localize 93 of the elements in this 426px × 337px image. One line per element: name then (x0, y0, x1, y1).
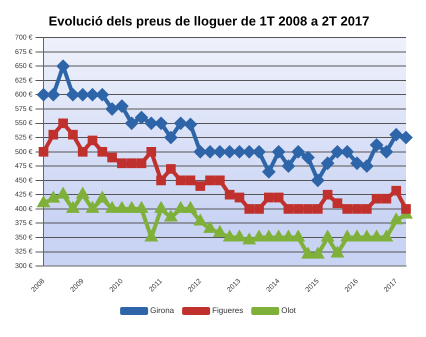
point (224, 146, 236, 158)
point (380, 146, 392, 158)
point (97, 146, 108, 157)
point (400, 132, 412, 144)
point (116, 100, 128, 112)
point (47, 88, 60, 101)
point (371, 231, 382, 242)
point (166, 164, 176, 174)
point (234, 192, 244, 202)
point (186, 176, 196, 186)
point (352, 231, 362, 242)
point (233, 146, 246, 158)
point (372, 194, 382, 204)
point (66, 88, 79, 101)
point (38, 88, 50, 101)
point (362, 204, 372, 214)
point (164, 132, 177, 144)
point (156, 176, 166, 186)
point (78, 146, 88, 157)
point (341, 146, 354, 158)
point (292, 231, 304, 242)
point (361, 231, 372, 242)
chart-title: Evolució dels preus de lloguer de 1T 2008 a 2T 2017 (48, 13, 370, 28)
point (205, 176, 215, 186)
point (195, 181, 206, 191)
point (194, 146, 206, 158)
point (244, 204, 254, 214)
point (292, 146, 304, 158)
point (322, 231, 334, 242)
point (302, 152, 314, 164)
point (274, 192, 284, 202)
point (272, 146, 285, 158)
point (332, 247, 343, 258)
point (146, 146, 156, 157)
point (322, 190, 332, 200)
legend-label: Figueres (212, 306, 244, 316)
point (155, 117, 168, 130)
point (342, 231, 353, 242)
point (360, 160, 373, 172)
point (382, 194, 392, 204)
point (86, 88, 98, 101)
point (96, 88, 108, 101)
point (303, 204, 313, 214)
point (215, 176, 225, 186)
point (76, 88, 89, 101)
legend-label: Olot (281, 306, 297, 316)
point (352, 204, 362, 214)
point (243, 146, 256, 158)
point (370, 138, 383, 151)
point (48, 130, 58, 140)
point (313, 204, 323, 214)
point (145, 117, 158, 130)
point (38, 146, 48, 157)
point (126, 158, 137, 168)
point (174, 117, 187, 130)
point (342, 204, 352, 214)
point (331, 146, 344, 158)
point (273, 231, 284, 242)
point (282, 160, 294, 172)
point (68, 130, 78, 140)
point (332, 198, 342, 208)
point (135, 112, 148, 124)
point (390, 128, 402, 141)
point (351, 157, 364, 170)
point (253, 146, 266, 158)
point (184, 118, 196, 130)
point (87, 202, 98, 213)
point (262, 166, 275, 178)
point (106, 102, 118, 115)
point (264, 192, 274, 202)
legend-label: Girona (150, 306, 175, 316)
point (57, 60, 70, 72)
point (391, 186, 402, 196)
point (224, 190, 234, 200)
point (176, 176, 186, 186)
point (263, 231, 274, 242)
point (136, 158, 146, 168)
point (117, 158, 127, 168)
point (224, 231, 236, 242)
point (146, 231, 157, 242)
point (204, 146, 216, 158)
point (58, 118, 68, 128)
point (284, 204, 294, 214)
point (254, 204, 264, 214)
point (214, 146, 226, 158)
point (126, 117, 138, 130)
point (322, 157, 334, 170)
point (380, 231, 392, 242)
point (88, 136, 98, 146)
point (312, 174, 324, 186)
point (293, 204, 304, 214)
point (107, 152, 117, 162)
point (401, 204, 411, 214)
